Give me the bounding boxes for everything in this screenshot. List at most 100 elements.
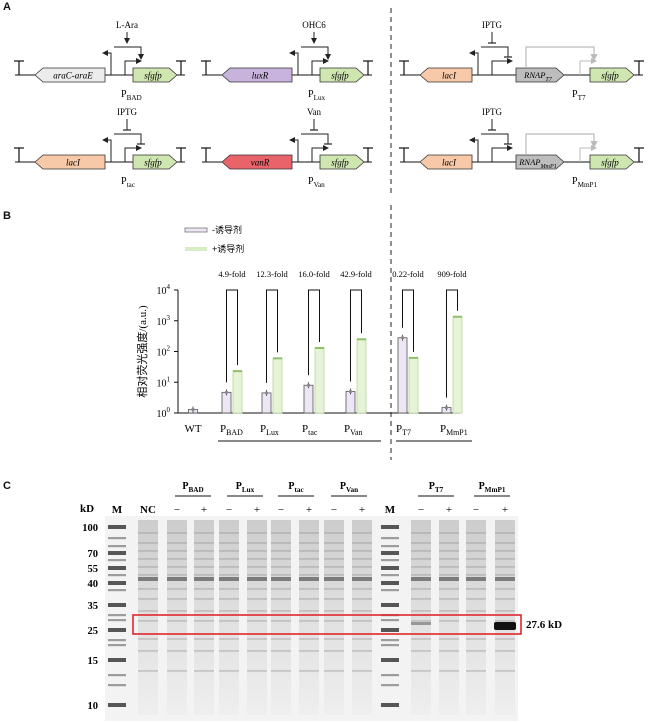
x-tick-label: Ptac: [302, 423, 318, 437]
gel-lane: [219, 520, 239, 715]
gel-band: [324, 577, 344, 581]
data-point: [191, 407, 195, 412]
gel-band: [194, 610, 214, 612]
gel-lane: [247, 520, 267, 715]
bar-minus: [345, 391, 356, 414]
target-band: [494, 622, 516, 630]
gel-band: [466, 598, 486, 600]
gel-band: [466, 588, 486, 590]
construct-3: vanR Van sfgfp PVan: [201, 107, 373, 189]
gel-band: [219, 598, 239, 600]
reporter-gene: [132, 67, 178, 83]
gel-band: [138, 670, 158, 672]
marker-label: 55: [88, 564, 99, 575]
gel-band: [411, 622, 431, 625]
gel-band: [219, 566, 239, 568]
gel-band: [271, 577, 291, 581]
gel-band: [299, 650, 319, 652]
gel-band: [247, 620, 267, 622]
gel-band: [439, 550, 459, 552]
gel-band: [271, 574, 291, 576]
gel-group-label: PBAD: [182, 481, 203, 494]
gel-band: [466, 532, 486, 534]
gel-band: [352, 550, 372, 552]
bar-minus: [221, 391, 232, 414]
data-point: [348, 389, 353, 394]
reporter-label: sfgfp: [144, 71, 162, 81]
gel-band: [167, 558, 187, 560]
gel-band: [411, 558, 431, 560]
lane-label: NC: [140, 504, 156, 516]
fold-bracket: [266, 289, 278, 383]
inducer-label: IPTG: [117, 107, 138, 117]
gel-band: [324, 566, 344, 568]
regulator-gene: [34, 154, 106, 170]
ladder-band: [381, 537, 399, 540]
gel-lane: [194, 520, 214, 715]
legend-plus-swatch: [185, 247, 207, 251]
ladder-band: [108, 639, 126, 642]
fold-label: 16.0-fold: [298, 269, 330, 279]
panel-a-letter: A: [3, 1, 11, 13]
fold-bracket: [446, 289, 458, 398]
gel-band: [138, 620, 158, 622]
gel-band: [194, 598, 214, 600]
ladder-band: [381, 603, 399, 607]
y-axis-label: 相对荧光强度/(a.u.): [135, 305, 149, 398]
marker-label: 15: [88, 656, 99, 667]
fold-label: 42.9-fold: [340, 269, 372, 279]
gel-band: [138, 550, 158, 552]
polymerase-gene: [515, 154, 565, 170]
ladder-band: [381, 619, 399, 622]
inducer-label: IPTG: [482, 20, 503, 30]
gel-band: [495, 558, 515, 560]
gel-lane: [466, 520, 486, 715]
gel-band: [495, 638, 515, 640]
reporter-gene: [319, 67, 365, 83]
gel-band: [299, 542, 319, 544]
gel-band: [352, 588, 372, 590]
fold-label: 0.22-fold: [392, 269, 424, 279]
gel-band: [466, 577, 486, 581]
gel-band: [167, 542, 187, 544]
lane-label: +: [502, 504, 508, 516]
gel-band: [247, 650, 267, 652]
lane-label: −: [331, 504, 337, 516]
promoter-label: PT7: [572, 89, 586, 102]
gel-band: [439, 574, 459, 576]
gel-band: [495, 598, 515, 600]
reporter-gene: [319, 154, 365, 170]
data-point: [306, 383, 311, 387]
panel-b-letter: B: [3, 210, 11, 222]
gel-band: [352, 638, 372, 640]
x-tick-label: PLux: [260, 423, 279, 437]
polymerase-label: RNAPT7: [523, 70, 553, 83]
ladder-band: [108, 603, 126, 607]
lane-label: −: [278, 504, 284, 516]
gel-band: [411, 577, 431, 581]
data-point: [264, 391, 269, 395]
gel-band: [439, 566, 459, 568]
gel-band: [194, 670, 214, 672]
gel-band: [352, 598, 372, 600]
bar-plus: [452, 316, 463, 414]
gel-band: [138, 542, 158, 544]
gel-band: [138, 566, 158, 568]
gel-image: PBAD PLux Ptac PVan PT7 PMmP1 kD M NC − + − + − + − + M − +…: [80, 481, 562, 721]
gel-group-label: PLux: [236, 481, 255, 494]
gel-band: [138, 588, 158, 590]
gel-band: [324, 550, 344, 552]
gel-band: [167, 670, 187, 672]
gel-band: [167, 598, 187, 600]
gel-band: [411, 598, 431, 600]
x-tick-label: PT7: [396, 423, 411, 437]
fold-bracket: [402, 289, 414, 352]
y-tick-label: 101: [157, 375, 171, 389]
gel-band: [439, 577, 459, 581]
gel-band: [194, 638, 214, 640]
y-tick-label: 100: [157, 406, 171, 420]
gel-band: [194, 574, 214, 576]
gel-band: [138, 558, 158, 560]
gel-band: [167, 620, 187, 622]
x-tick-label: WT: [184, 423, 201, 435]
